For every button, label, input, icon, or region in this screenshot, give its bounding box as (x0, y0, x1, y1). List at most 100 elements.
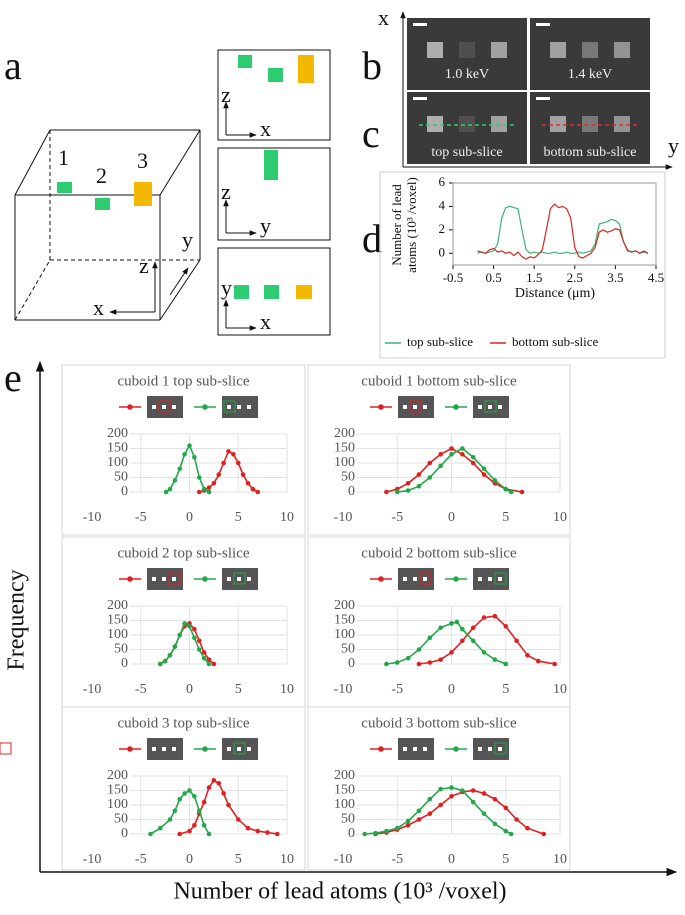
data-point (192, 626, 197, 632)
data-point (177, 831, 183, 837)
highlight (233, 572, 246, 585)
data-point (192, 823, 197, 828)
y-tick-label: 50 (341, 812, 355, 827)
x-tick-label: 3.5 (607, 270, 623, 285)
highlight (494, 572, 507, 585)
legend-marker (453, 576, 459, 582)
data-point (449, 794, 454, 799)
x-tick-label: -5 (391, 852, 403, 867)
axis-label: y (668, 133, 679, 158)
data-point (148, 831, 153, 837)
spot (423, 405, 427, 409)
x-tick-label: -10 (334, 510, 353, 525)
y-tick-label: 6 (439, 174, 446, 189)
data-point (449, 446, 454, 451)
data-point (274, 831, 280, 837)
data-point (525, 653, 530, 658)
spot (247, 747, 251, 751)
data-point (167, 817, 173, 822)
data-point (226, 449, 231, 454)
data-point (470, 788, 476, 793)
highlight (223, 400, 236, 413)
data-point (211, 778, 217, 783)
line-series (375, 789, 544, 835)
data-point (514, 638, 519, 644)
axis-title: Distance (μm) (515, 286, 596, 301)
view-box (217, 147, 331, 241)
data-point (416, 483, 422, 489)
line-series (159, 622, 210, 665)
data-point (206, 661, 212, 667)
data-point (460, 452, 465, 457)
data-point (481, 466, 487, 472)
data-point (245, 481, 251, 486)
data-point (416, 647, 422, 652)
data-point (206, 785, 212, 790)
data-point (503, 661, 509, 667)
x-tick-label: 0.5 (485, 270, 501, 285)
scale-bar (536, 23, 550, 26)
highlight (233, 742, 246, 755)
tile-label: 1.4 keV (568, 67, 612, 82)
cuboid (57, 182, 72, 193)
axis-title: Frequency (4, 569, 30, 670)
y-tick-label: 0 (439, 244, 446, 259)
data-point (196, 647, 202, 652)
data-point (449, 621, 454, 626)
spot (498, 747, 502, 751)
data-point (172, 478, 178, 483)
x-tick-label: 10 (553, 682, 567, 697)
spot (162, 747, 166, 751)
tile-label: top sub-slice (431, 145, 502, 160)
highlight (409, 400, 422, 413)
data-point (240, 472, 246, 477)
x-tick-label: 10 (280, 682, 294, 697)
data-point (362, 831, 368, 837)
data-point (206, 657, 212, 662)
x-tick-label: -5 (135, 682, 147, 697)
data-point (481, 615, 487, 620)
data-point (182, 621, 187, 626)
data-point (508, 831, 514, 837)
spot (403, 747, 407, 751)
tile-label: 1.0 keV (445, 67, 489, 82)
cuboid (238, 55, 252, 68)
panel-label: d (362, 216, 382, 261)
spot (498, 405, 502, 409)
scale-bar (413, 97, 427, 100)
y-tick-label: 100 (107, 455, 128, 470)
data-point (196, 638, 202, 644)
legend-marker (202, 576, 208, 582)
highlight (0, 742, 12, 755)
data-point (201, 823, 207, 828)
data-point (492, 478, 498, 483)
data-point (552, 661, 557, 667)
plot-frame (452, 182, 657, 266)
data-point (221, 460, 226, 466)
data-point (460, 638, 465, 644)
spot (582, 42, 598, 58)
data-point (427, 635, 433, 641)
data-point (157, 661, 163, 667)
x-tick-label: 5 (235, 682, 242, 697)
spot (427, 42, 443, 58)
chart-title: cuboid 2 bottom sub-slice (361, 545, 517, 561)
x-tick-label: -5 (135, 510, 147, 525)
y-tick-label: 200 (107, 598, 128, 613)
spot (152, 577, 156, 581)
spot (478, 405, 482, 409)
data-point (503, 624, 509, 629)
data-point (245, 825, 251, 831)
data-point (492, 657, 498, 662)
line-series (386, 621, 507, 665)
spot (491, 42, 507, 58)
scale-bar (536, 97, 550, 100)
data-point (384, 489, 389, 495)
data-point (449, 785, 454, 790)
spot (614, 116, 630, 132)
data-point (427, 460, 433, 466)
data-point (196, 489, 202, 495)
data-point (226, 802, 231, 808)
spot (413, 747, 417, 751)
data-point (492, 613, 498, 619)
